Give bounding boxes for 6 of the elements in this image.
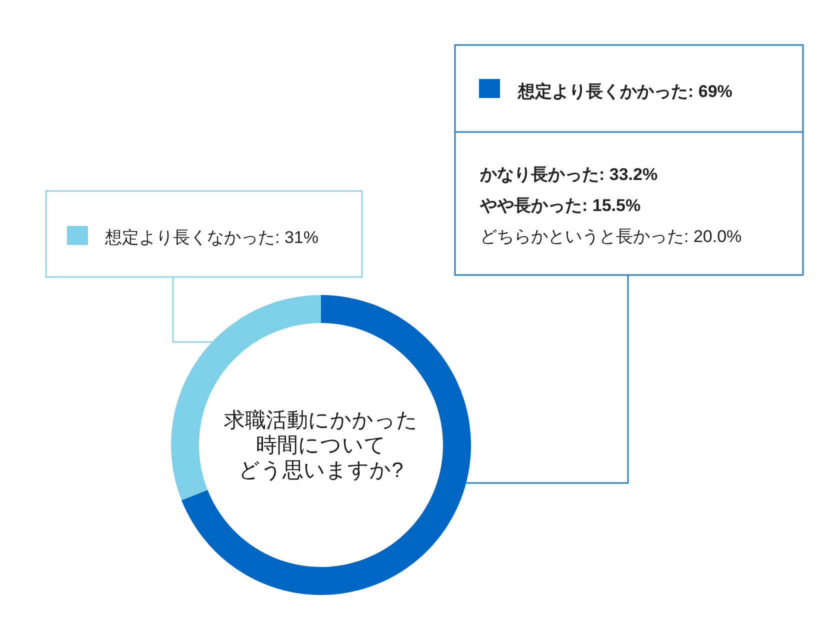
text: かなり長かった: 33.2% <box>479 165 658 184</box>
title: 求職活動にかかった時間についてどう思いますか? <box>224 409 418 482</box>
legend-label: 想定より長くなかった: 31% <box>104 228 318 247</box>
text: やや長かった: 15.5% <box>479 196 641 215</box>
legend-label: 想定より長くかかった: 69% <box>517 82 732 101</box>
text: どちらかというと長かった: 20.0% <box>480 227 742 246</box>
